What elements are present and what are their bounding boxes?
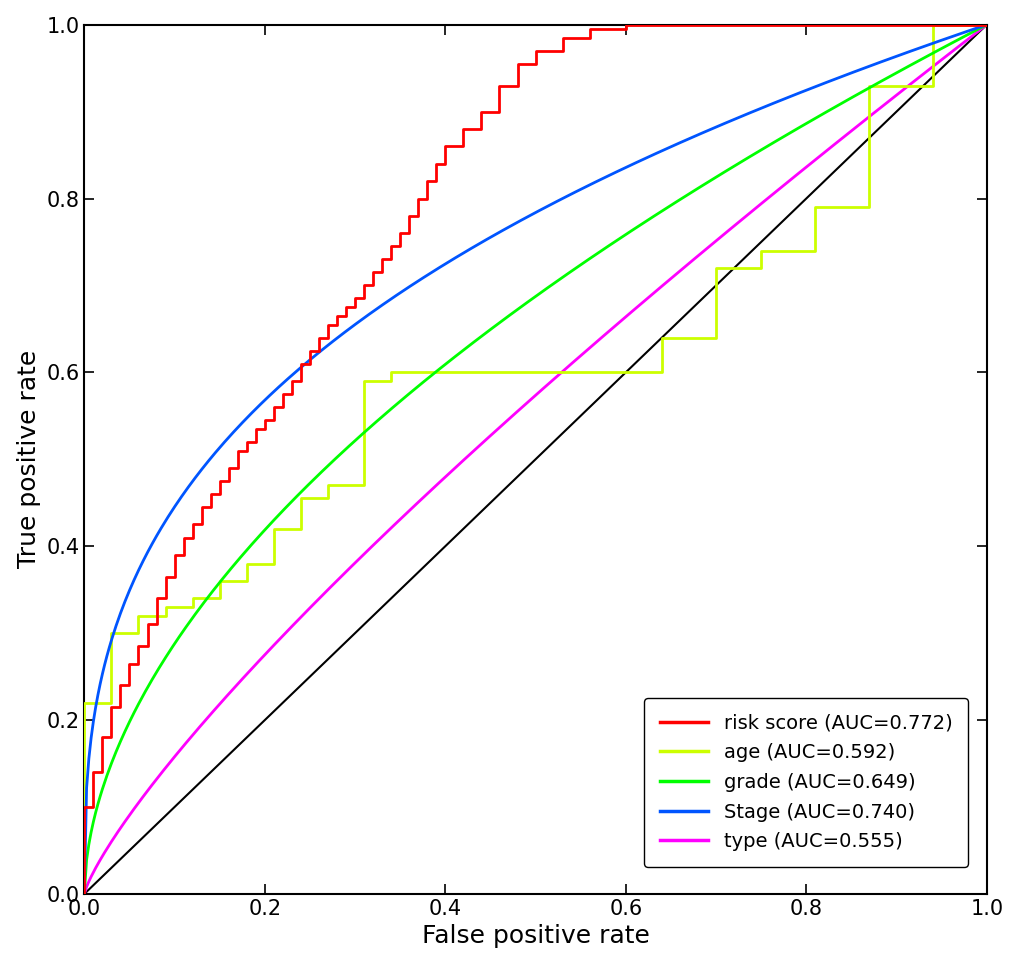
Y-axis label: True positive rate: True positive rate: [16, 350, 41, 568]
Legend: risk score (AUC=0.772), age (AUC=0.592), grade (AUC=0.649), Stage (AUC=0.740), t: risk score (AUC=0.772), age (AUC=0.592),…: [643, 698, 967, 867]
X-axis label: False positive rate: False positive rate: [421, 924, 649, 949]
